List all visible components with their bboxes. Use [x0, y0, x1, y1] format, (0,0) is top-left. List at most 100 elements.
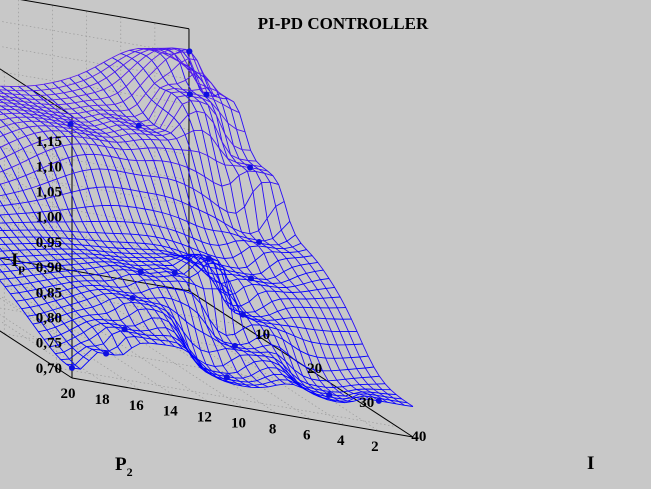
z-tick-label: 1,15 — [36, 134, 62, 150]
mesh-line — [32, 296, 374, 372]
mesh-line — [0, 229, 302, 259]
mesh-line — [21, 286, 363, 346]
x-tick-label: 2 — [371, 439, 379, 455]
x-axis-ticks: 2 4 6 8 10 12 14 16 18 20 — [61, 386, 379, 455]
grid-line — [0, 172, 190, 206]
mesh-line — [55, 326, 397, 397]
z-tick-label: 1,00 — [36, 210, 62, 226]
axis-edge — [71, 377, 414, 438]
mesh-line — [0, 51, 218, 110]
x-axis-label: P2 — [115, 454, 133, 479]
mesh-line — [0, 248, 318, 280]
data-point — [231, 342, 238, 349]
mesh-line — [0, 204, 291, 242]
mesh-line — [0, 258, 90, 361]
mesh-line — [0, 279, 73, 369]
mesh-line — [0, 153, 274, 187]
mesh-line — [0, 168, 279, 214]
z-tick-label: 0,80 — [36, 311, 62, 327]
mesh-line — [0, 254, 330, 296]
mesh-line — [0, 47, 201, 96]
z-tick-label: 0,85 — [36, 285, 62, 301]
mesh-line — [0, 48, 190, 87]
mesh-line — [0, 220, 296, 246]
mesh-line — [188, 66, 414, 407]
data-point — [67, 120, 74, 127]
axis-edge — [0, 257, 190, 292]
mesh-line — [0, 100, 251, 151]
y-tick-label: 10 — [255, 327, 270, 343]
grid-line — [0, 71, 190, 105]
mesh-line — [0, 186, 285, 235]
data-point — [247, 164, 254, 171]
data-point — [186, 48, 193, 55]
mesh-line — [0, 268, 81, 370]
axis-edge — [0, 68, 73, 117]
data-point — [256, 239, 263, 246]
mesh-line — [0, 129, 262, 168]
mesh-line — [0, 48, 195, 92]
y-axis-ticks: 10 20 30 40 — [255, 327, 426, 445]
z-tick-label: 0,90 — [36, 260, 62, 276]
grid-line — [0, 46, 190, 80]
x-tick-label: 10 — [231, 416, 246, 432]
x-tick-label: 6 — [303, 427, 311, 443]
x-tick-label: 14 — [163, 404, 179, 420]
data-point — [186, 91, 193, 98]
y-tick-label: 20 — [307, 361, 322, 377]
grid-line — [18, 261, 243, 408]
mesh-line — [60, 330, 402, 400]
grid-line — [56, 367, 398, 428]
mesh-line — [0, 58, 223, 115]
data-point — [171, 269, 178, 276]
mesh-line — [15, 279, 358, 333]
chart-title: PI-PD CONTROLLER — [258, 14, 429, 33]
z-axis-label: Ip — [11, 250, 25, 275]
mesh-line — [0, 118, 175, 347]
data-point — [375, 397, 382, 404]
grid-line — [0, 20, 190, 55]
grid-line — [0, 222, 190, 256]
data-point — [137, 268, 144, 275]
axis-edge — [20, 0, 190, 30]
axis-edge — [0, 330, 73, 379]
mesh-line — [38, 301, 380, 382]
data-point — [69, 364, 75, 371]
grid-line — [0, 247, 190, 282]
x-tick-label: 12 — [197, 410, 212, 426]
grid-line — [0, 282, 242, 326]
mesh-line — [49, 317, 391, 393]
grid-line — [52, 266, 277, 414]
data-point — [129, 294, 136, 301]
mesh-line — [66, 336, 408, 404]
data-point — [135, 122, 142, 129]
mesh-line — [0, 242, 313, 276]
data-point — [223, 374, 230, 381]
data-point — [103, 350, 110, 357]
x-tick-label: 16 — [129, 398, 145, 414]
mesh-line — [0, 237, 107, 355]
grid-line — [0, 265, 209, 402]
mesh-line — [0, 110, 257, 162]
data-point — [248, 275, 255, 282]
mesh-line — [0, 143, 268, 173]
x-tick-label: 8 — [269, 421, 277, 437]
grid-line — [0, 121, 190, 156]
mesh-line — [129, 49, 354, 402]
mesh-line — [0, 87, 235, 123]
data-point — [203, 91, 210, 98]
data-points — [67, 48, 382, 404]
mesh-line — [0, 236, 307, 269]
y-tick-label: 30 — [359, 395, 374, 411]
mesh-line — [0, 72, 229, 119]
mesh-line — [10, 262, 352, 321]
x-tick-label: 18 — [95, 392, 110, 408]
grid-line — [0, 96, 190, 130]
mesh-line — [0, 254, 341, 313]
mesh-line — [0, 47, 206, 101]
z-tick-label: 1,05 — [36, 185, 62, 201]
mesh-line — [0, 247, 98, 353]
mesh-line — [0, 253, 335, 307]
data-point — [326, 391, 333, 398]
